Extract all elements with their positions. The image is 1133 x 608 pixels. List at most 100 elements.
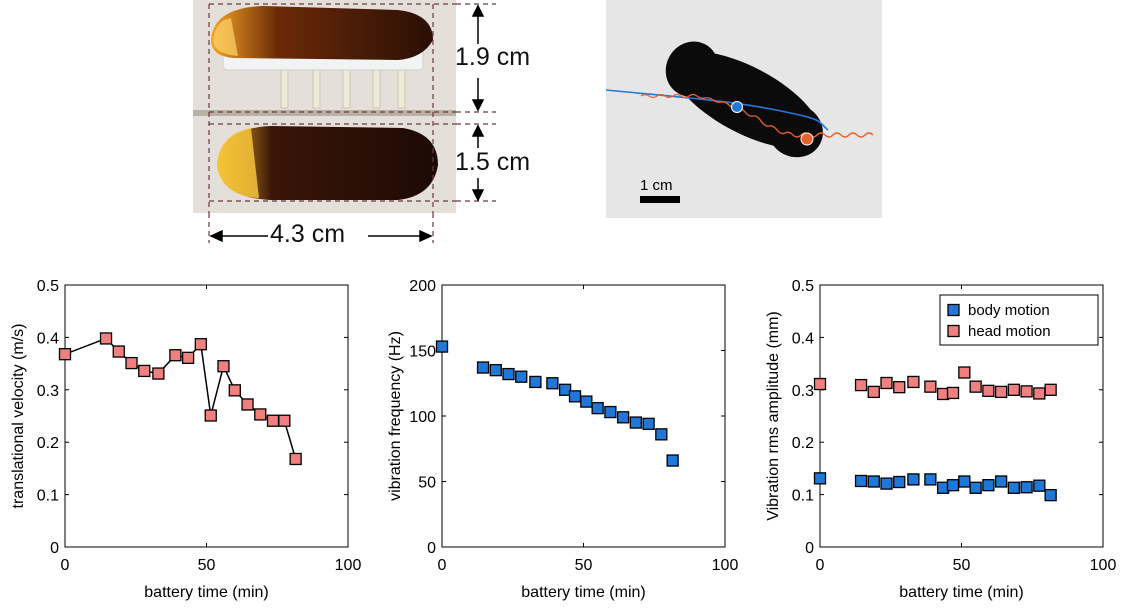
y-tick-label: 0.5: [37, 278, 59, 295]
data-point: [228, 384, 241, 397]
y-tick-label: 0: [50, 540, 59, 557]
x-tick-label: 0: [61, 557, 70, 574]
data-point: [241, 398, 254, 411]
y-tick-label: 0.5: [792, 278, 814, 295]
data-point: [580, 395, 593, 408]
data-point: [194, 338, 207, 351]
data-point: [969, 380, 982, 393]
data-point: [616, 411, 630, 424]
data-point: [289, 452, 302, 466]
x-axis-label: battery time (min): [144, 584, 268, 601]
data-point: [1020, 385, 1033, 398]
scale-bar-label: 1 cm: [640, 177, 673, 194]
y-tick-label: 150: [409, 344, 436, 361]
data-point: [867, 385, 880, 399]
data-point: [854, 378, 868, 392]
data-point: [958, 475, 971, 488]
data-point: [125, 356, 138, 370]
data-point: [1007, 383, 1021, 396]
data-point: [515, 370, 528, 383]
data-point: [642, 417, 655, 431]
y-tick-label: 0.3: [37, 383, 59, 400]
data-point: [813, 472, 827, 485]
y-tick-label: 0.2: [37, 435, 59, 452]
data-point: [1044, 383, 1057, 396]
body-height-label: 1.9 cm: [455, 43, 531, 71]
legend-swatch: [947, 303, 960, 317]
robot-illustration: [193, 0, 456, 213]
dimension-arrows: [208, 3, 496, 243]
x-tick-label: 100: [712, 557, 739, 574]
y-tick-label: 0.4: [37, 330, 59, 347]
data-point: [994, 385, 1008, 399]
series-1: [58, 332, 302, 466]
data-point: [1007, 481, 1021, 494]
x-tick-label: 100: [335, 557, 362, 574]
data-point: [946, 479, 960, 492]
chart-3: 0 50 100 0 0.1 0.2 0.3 0.4 0.5 battery time (min)…: [765, 278, 1116, 601]
data-point: [138, 364, 151, 378]
x-axis-label: battery time (min): [899, 584, 1023, 601]
x-tick-label: 0: [438, 557, 447, 574]
data-point: [854, 474, 868, 488]
data-point: [666, 454, 679, 467]
robot-side-photo: [193, 0, 456, 213]
data-point: [907, 375, 920, 389]
x-axis-label: battery time (min): [521, 584, 645, 601]
data-point: [982, 384, 995, 397]
legend-box: [939, 294, 1099, 346]
x-tick-label: 0: [816, 557, 825, 574]
y-tick-label: 0: [805, 540, 814, 557]
length-label: 4.3 cm: [270, 220, 346, 248]
y-axis-label: vibration frequency (Hz): [387, 331, 404, 501]
robot-tracking-photo: 1 cm: [606, 0, 882, 218]
y-tick-label: 0.1: [792, 488, 814, 505]
data-point: [217, 360, 230, 373]
y-tick-label: 0.3: [792, 383, 814, 400]
chart-1: 0 50 100 0 0.1 0.2 0.3 0.4 0.5 battery time (min)…: [10, 278, 361, 601]
x-tick-label: 50: [953, 557, 971, 574]
data-point: [254, 408, 267, 421]
data-point: [99, 332, 113, 345]
chart-2: 0 50 100 0 50 100 150 200 battery time (min) vibr…: [387, 278, 738, 601]
data-point: [924, 380, 937, 393]
data-point: [169, 349, 182, 362]
data-point: [982, 479, 995, 492]
data-point: [502, 367, 515, 381]
legend: body motion head motion: [939, 294, 1099, 346]
x-tick-label: 50: [198, 557, 216, 574]
data-point: [893, 381, 906, 394]
data-point: [629, 416, 643, 429]
x-tick-label: 100: [1090, 557, 1117, 574]
data-point: [58, 348, 72, 361]
y-axis-label: Vibration rms amplitude (mm): [765, 311, 782, 521]
plot-frame: [441, 284, 726, 548]
data-point: [655, 428, 668, 441]
data-point: [924, 473, 937, 486]
shell-height-label: 1.5 cm: [455, 148, 531, 176]
data-point: [489, 363, 502, 377]
y-tick-label: 100: [409, 409, 436, 426]
data-point: [591, 401, 604, 415]
legend-label: body motion: [968, 302, 1050, 319]
data-point: [1044, 488, 1057, 502]
data-point: [1033, 479, 1046, 492]
series-body-motion: [813, 472, 1057, 502]
tracking-illustration: 1 cm: [606, 0, 882, 218]
data-point: [867, 475, 880, 488]
data-point: [266, 414, 280, 427]
data-point: [112, 345, 125, 358]
y-tick-label: 0.2: [792, 435, 814, 452]
data-point: [204, 409, 217, 422]
data-point: [880, 477, 893, 490]
data-point: [278, 414, 291, 427]
legend-swatch: [947, 324, 960, 338]
y-tick-label: 50: [418, 475, 436, 492]
data-point: [476, 361, 490, 374]
data-point: [568, 390, 582, 403]
y-tick-label: 0.1: [37, 488, 59, 505]
data-point: [1020, 481, 1033, 494]
data-point: [546, 377, 559, 390]
y-tick-label: 0.4: [792, 330, 814, 347]
